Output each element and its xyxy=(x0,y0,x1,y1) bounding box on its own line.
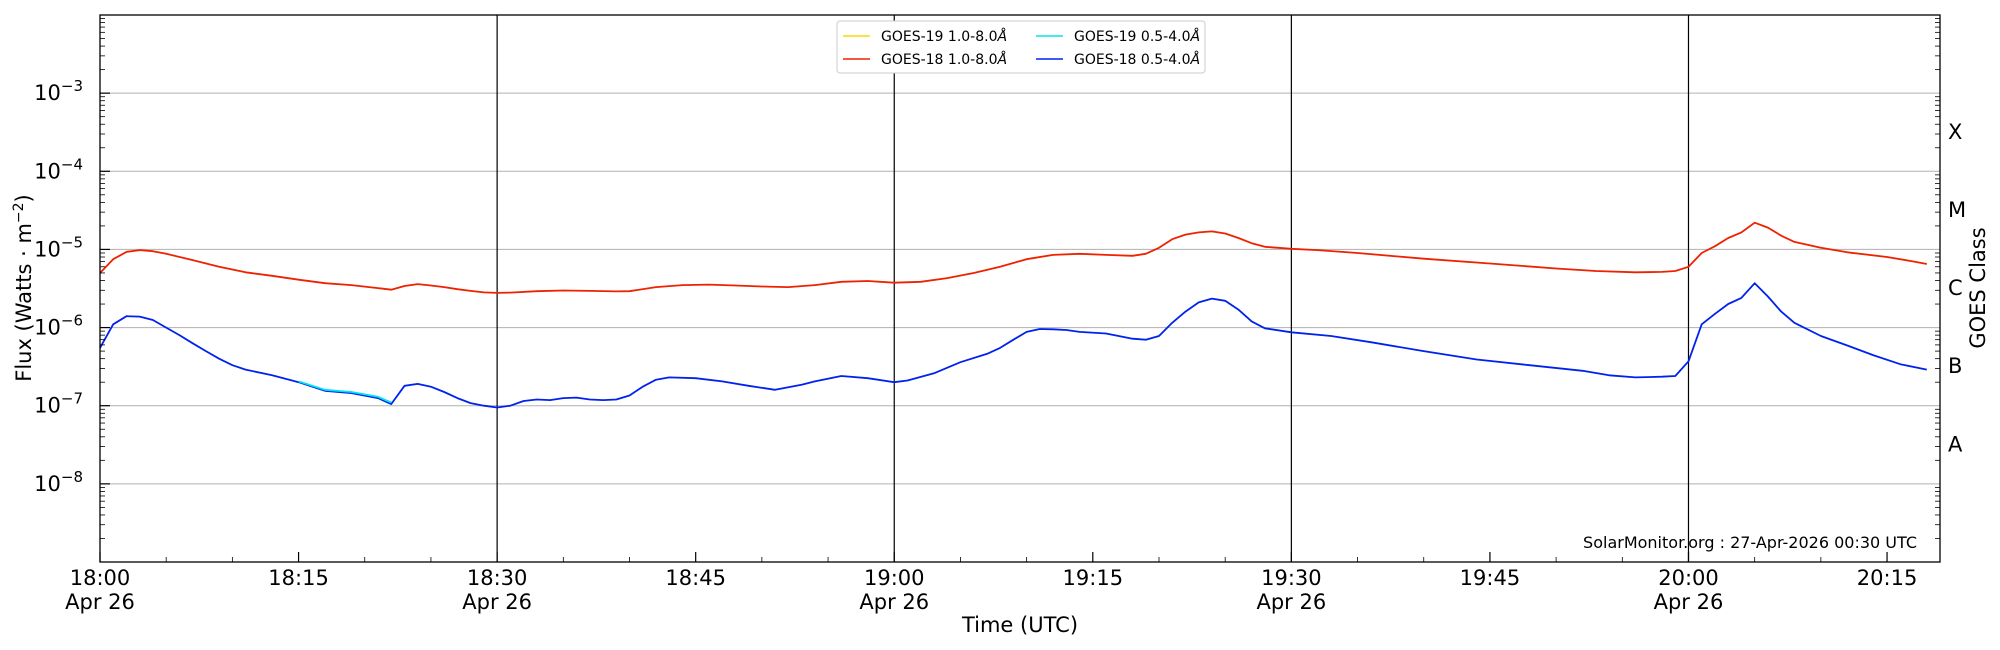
y-axis-title: Flux (Watts · m−2) xyxy=(11,194,36,382)
x-tick-label: 19:45 xyxy=(1460,566,1521,590)
y-tick-label: 10−4 xyxy=(34,155,83,183)
y-axis-ticks: 10−3 10−4 10−5 10−6 10−7 10−8 xyxy=(34,18,1940,539)
legend-box xyxy=(836,20,1206,74)
x-tick-label: 19:00 xyxy=(864,566,925,590)
x-tick-date-label: Apr 26 xyxy=(1256,590,1326,614)
legend: GOES-19 1.0-8.0Å GOES-19 0.5-4.0Å GOES-1… xyxy=(836,20,1206,74)
watermark-text: SolarMonitor.org : 27-Apr-2026 00:30 UTC xyxy=(1583,533,1917,552)
x-tick-label: 20:00 xyxy=(1658,566,1719,590)
legend-label: GOES-19 0.5-4.0Å xyxy=(1074,28,1200,45)
x-tick-label: 18:45 xyxy=(665,566,726,590)
y-tick-label: 10−8 xyxy=(34,468,83,496)
x-axis-title: Time (UTC) xyxy=(961,613,1078,637)
x-tick-date-label: Apr 26 xyxy=(65,590,135,614)
y2-axis-title: GOES Class xyxy=(1966,227,1990,348)
grid-layer xyxy=(100,92,1940,485)
x-tick-label: 20:15 xyxy=(1857,566,1918,590)
x-tick-date-label: Apr 26 xyxy=(859,590,929,614)
goes-class-label: C xyxy=(1948,276,1963,300)
y-tick-label: 10−7 xyxy=(34,390,83,418)
x-tick-label: 18:00 xyxy=(70,566,131,590)
x-tick-label: 19:30 xyxy=(1261,566,1322,590)
series-line xyxy=(99,282,1927,409)
y-tick-label: 10−5 xyxy=(34,233,83,261)
x-tick-label: 18:30 xyxy=(467,566,528,590)
x-tick-date-label: Apr 26 xyxy=(1654,590,1724,614)
x-tick-label: 18:15 xyxy=(268,566,329,590)
legend-label: GOES-18 0.5-4.0Å xyxy=(1074,51,1200,68)
y-tick-label: 10−6 xyxy=(34,312,83,340)
goes-class-labels: X M C B A xyxy=(1948,120,1966,457)
goes-class-label: M xyxy=(1948,198,1966,222)
legend-label: GOES-19 1.0-8.0Å xyxy=(881,28,1007,45)
plot-area xyxy=(100,15,1940,562)
series-layer xyxy=(99,221,1927,409)
y-tick-label: 10−3 xyxy=(34,77,83,105)
legend-label: GOES-18 1.0-8.0Å xyxy=(881,51,1007,68)
time-marker-lines xyxy=(496,15,1690,562)
goes-class-label: A xyxy=(1948,432,1963,456)
x-tick-date-label: Apr 26 xyxy=(462,590,532,614)
plot-frame xyxy=(99,14,1941,563)
series-line xyxy=(99,221,1927,294)
goes-class-label: B xyxy=(1948,354,1962,378)
series-line xyxy=(298,380,392,404)
x-tick-label: 19:15 xyxy=(1063,566,1124,590)
goes-class-label: X xyxy=(1948,120,1962,144)
